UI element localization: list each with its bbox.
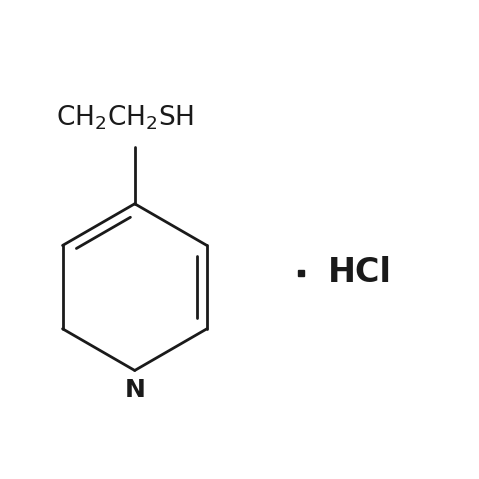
Text: CH$_2$CH$_2$SH: CH$_2$CH$_2$SH [56, 104, 194, 132]
Text: N: N [124, 377, 145, 401]
Text: HCl: HCl [328, 256, 391, 289]
